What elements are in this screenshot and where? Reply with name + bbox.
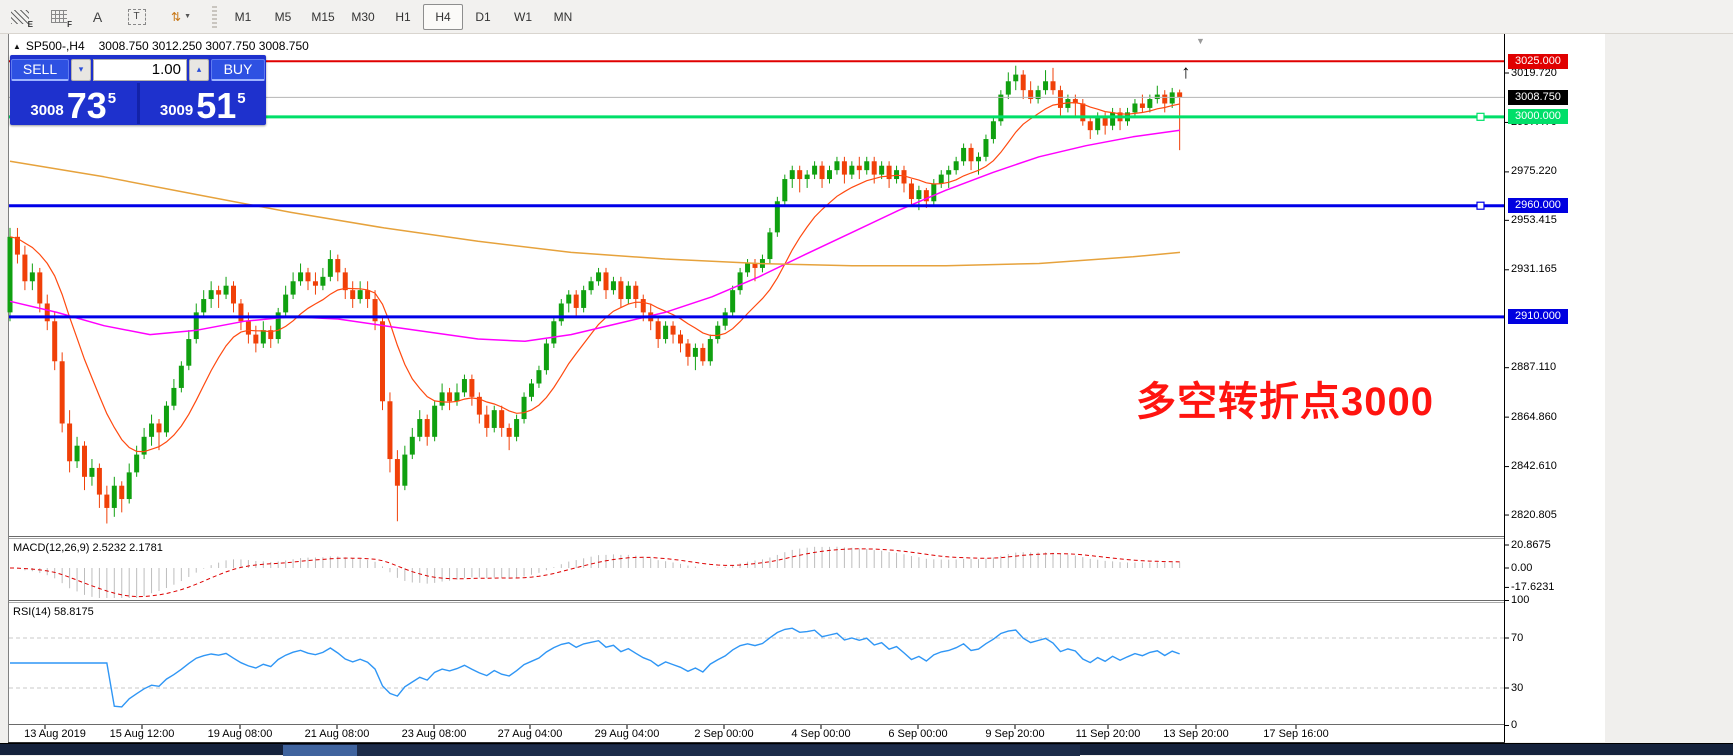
rsi-label: RSI(14) 58.8175 bbox=[13, 606, 94, 618]
chart-ohlc-values: 3008.750 3012.250 3007.750 3008.750 bbox=[98, 39, 309, 53]
volume-decrease-button[interactable]: ▾ bbox=[71, 58, 91, 81]
arrow-objects-button[interactable]: ⇅ ▼ bbox=[157, 3, 205, 31]
ask-big-figure: 3009 bbox=[159, 102, 194, 119]
ask-points: 51 bbox=[196, 85, 237, 127]
tf-button-m30[interactable]: M30 bbox=[351, 9, 375, 24]
bottom-bar bbox=[0, 743, 1733, 756]
ask-fraction: 5 bbox=[237, 90, 246, 107]
ask-price[interactable]: 3009 51 5 bbox=[140, 83, 267, 124]
chevron-up-icon: ▴ bbox=[196, 64, 202, 74]
bottom-bar-segment bbox=[357, 745, 1080, 756]
tf-button-mn[interactable]: MN bbox=[553, 9, 573, 24]
text-label-button[interactable]: A bbox=[79, 3, 116, 31]
volume-increase-button[interactable]: ▴ bbox=[189, 58, 209, 81]
tf-button-m1[interactable]: M1 bbox=[234, 9, 252, 24]
fibonacci-button[interactable]: F bbox=[40, 3, 77, 31]
draw-ellipse-icon bbox=[10, 9, 29, 24]
text-label-icon: A bbox=[92, 8, 103, 25]
tf-button-d1[interactable]: D1 bbox=[475, 9, 491, 24]
bid-big-figure: 3008 bbox=[30, 102, 64, 119]
panel-collapse-icon[interactable]: ▲ bbox=[13, 41, 21, 51]
tf-button-h4[interactable]: H4 bbox=[423, 3, 463, 30]
chart-annotation-text[interactable]: 多空转折点3000 bbox=[1136, 380, 1434, 424]
bid-price[interactable]: 3008 73 5 bbox=[10, 83, 137, 124]
top-toolbar: E F A T ⇅ ▼ M1 M5 M15 M30 H1 H4 D1 W1 MN bbox=[0, 0, 1733, 34]
chart-symbol-title: SP500-,H4 bbox=[25, 39, 85, 53]
tf-button-w1[interactable]: W1 bbox=[514, 9, 532, 24]
draw-ellipse-button[interactable]: E bbox=[1, 3, 38, 31]
tf-button-m5[interactable]: M5 bbox=[274, 9, 292, 24]
volume-input[interactable]: 1.00 bbox=[93, 58, 187, 81]
timeframe-toolbar: M1 M5 M15 M30 H1 H4 D1 W1 MN bbox=[223, 3, 583, 30]
bid-fraction: 5 bbox=[107, 90, 117, 107]
tf-button-m15[interactable]: M15 bbox=[311, 9, 335, 24]
toolbar-grip bbox=[212, 5, 217, 28]
bottom-bar-segment[interactable] bbox=[283, 745, 357, 756]
one-click-trading-panel: SELL ▾ 1.00 ▴ BUY 3008 73 5 3009 51 5 bbox=[10, 55, 266, 125]
text-box-icon: T bbox=[127, 8, 146, 25]
sell-button[interactable]: SELL bbox=[11, 58, 69, 81]
chevron-down-icon: ▾ bbox=[78, 64, 84, 74]
dropdown-caret-icon: ▼ bbox=[184, 13, 191, 20]
text-box-button[interactable]: T bbox=[118, 3, 155, 31]
chart-shift-marker-icon[interactable]: ▼ bbox=[1196, 36, 1205, 46]
fibonacci-label: F bbox=[67, 19, 72, 29]
macd-label: MACD(12,26,9) 2.5232 2.1781 bbox=[13, 542, 163, 554]
price-axis-column bbox=[1505, 33, 1605, 742]
cursor-arrow-icon: ↑ bbox=[1181, 62, 1191, 83]
draw-ellipse-label: E bbox=[27, 19, 33, 29]
chart-title-row: ▲ SP500-,H4 3008.750 3012.250 3007.750 3… bbox=[13, 39, 309, 53]
arrow-objects-icon: ⇅ bbox=[171, 9, 182, 24]
bid-points: 73 bbox=[66, 85, 107, 127]
tf-button-h1[interactable]: H1 bbox=[395, 9, 411, 24]
fibonacci-icon bbox=[50, 10, 67, 23]
buy-button[interactable]: BUY bbox=[211, 58, 265, 81]
